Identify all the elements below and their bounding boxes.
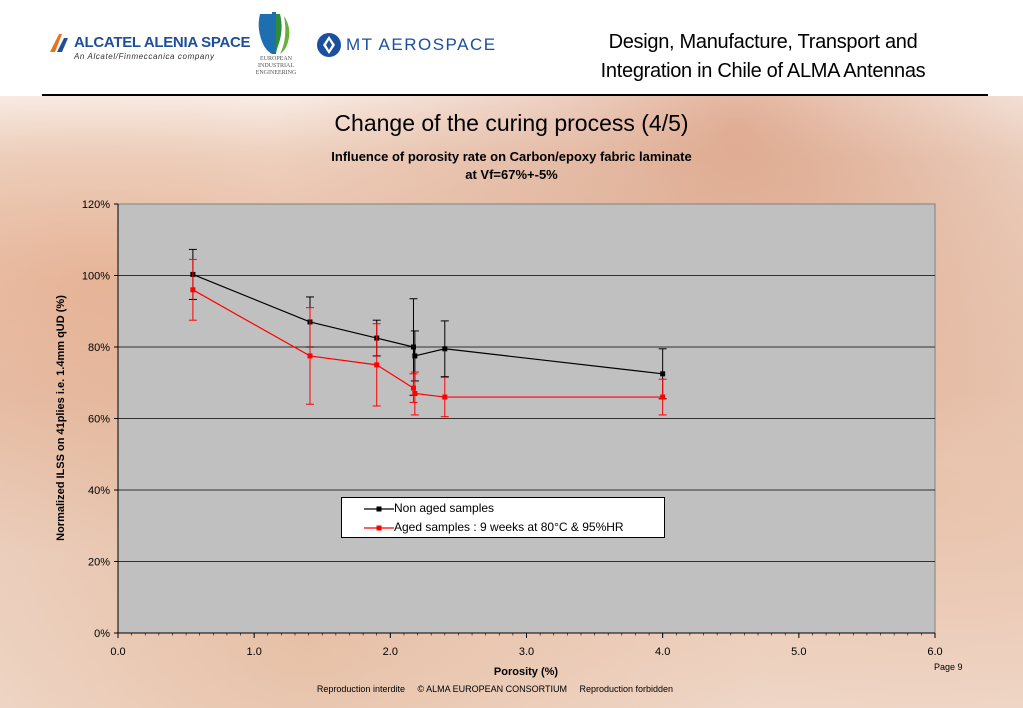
eie-line-1: EUROPEAN <box>259 56 292 62</box>
footer-left: Reproduction interdite <box>316 684 405 694</box>
page-number: Page 9 <box>934 662 963 672</box>
eie-line-3: ENGINEERING <box>255 70 297 76</box>
data-point-aged <box>374 362 380 368</box>
y-tick-label: 40% <box>88 485 110 497</box>
legend-label-aged: Aged samples : 9 weeks at 80°C & 95%HR <box>394 520 624 534</box>
legend-swatch-aged <box>364 525 394 531</box>
mt-aerospace-logo: MT AEROSPACE <box>316 32 521 58</box>
document-title: Design, Manufacture, Transport and Integ… <box>540 28 986 86</box>
alcatel-swoosh-icon <box>50 34 68 52</box>
y-tick-label: 20% <box>88 557 110 569</box>
chart-title-line-1: Influence of porosity rate on Carbon/epo… <box>331 149 692 164</box>
legend-label-non-aged: Non aged samples <box>394 501 495 515</box>
data-point-aged <box>412 390 418 396</box>
footer-center: © ALMA EUROPEAN CONSORTIUM <box>417 684 567 694</box>
x-axis-label: Porosity (%) <box>493 666 559 678</box>
document-title-line-1: Design, Manufacture, Transport and <box>608 31 918 53</box>
document-title-line-2: Integration in Chile of ALMA Antennas <box>600 60 926 82</box>
slide-header: ALCATEL ALENIA SPACE An Alcatel/Finmecca… <box>0 0 1023 96</box>
legend-item-aged: Aged samples : 9 weeks at 80°C & 95%HR <box>350 519 660 537</box>
y-axis-label: Normalized ILSS on 41plies i.e. 1.4mm qU… <box>55 295 67 541</box>
chart-title: Influence of porosity rate on Carbon/epo… <box>0 148 1023 184</box>
x-tick-label: 0.0 <box>110 646 125 658</box>
y-tick-label: 100% <box>82 271 110 283</box>
eie-text: EUROPEAN INDUSTRIAL ENGINEERING <box>248 56 304 77</box>
european-industrial-engineering-logo: EUROPEAN INDUSTRIAL ENGINEERING <box>248 10 304 86</box>
alcatel-name: ALCATEL ALENIA SPACE <box>74 34 251 51</box>
slide-footer: Reproduction interdite © ALMA EUROPEAN C… <box>0 684 990 694</box>
data-point-aged <box>442 394 448 400</box>
y-tick-label: 0% <box>94 628 110 640</box>
x-tick-label: 1.0 <box>247 646 262 658</box>
data-point-aged <box>660 394 666 400</box>
data-point-non-aged <box>442 346 448 352</box>
y-tick-label: 120% <box>82 199 110 211</box>
data-point-aged <box>307 353 313 359</box>
y-tick-label: 60% <box>88 414 110 426</box>
chart-title-line-2: at Vf=67%+-5% <box>465 167 558 182</box>
x-tick-label: 5.0 <box>791 646 806 658</box>
data-point-non-aged <box>412 353 418 359</box>
eie-emblem-icon <box>258 12 290 54</box>
y-tick-label: 80% <box>88 342 110 354</box>
slide-title: Change of the curing process (4/5) <box>334 110 689 136</box>
alcatel-alenia-space-logo: ALCATEL ALENIA SPACE An Alcatel/Finmecca… <box>48 32 251 66</box>
legend-item-non-aged: Non aged samples <box>350 500 660 518</box>
x-tick-label: 2.0 <box>383 646 398 658</box>
x-tick-label: 4.0 <box>655 646 670 658</box>
mt-aerospace-emblem-icon <box>317 33 341 57</box>
chart-legend: Non aged samples Aged samples : 9 weeks … <box>341 497 665 538</box>
legend-swatch-non-aged <box>364 506 394 512</box>
data-point-aged <box>190 287 196 293</box>
header-divider <box>42 94 988 96</box>
alcatel-tagline: An Alcatel/Finmeccanica company <box>74 52 215 61</box>
x-tick-label: 3.0 <box>519 646 534 658</box>
data-point-aged <box>410 385 416 391</box>
data-point-non-aged <box>660 371 666 377</box>
footer-right: Reproduction forbidden <box>579 684 674 694</box>
eie-line-2: INDUSTRIAL <box>258 63 294 69</box>
mt-aerospace-name: MT AEROSPACE <box>346 35 497 54</box>
x-tick-label: 6.0 <box>927 646 942 658</box>
data-point-non-aged <box>410 344 416 350</box>
